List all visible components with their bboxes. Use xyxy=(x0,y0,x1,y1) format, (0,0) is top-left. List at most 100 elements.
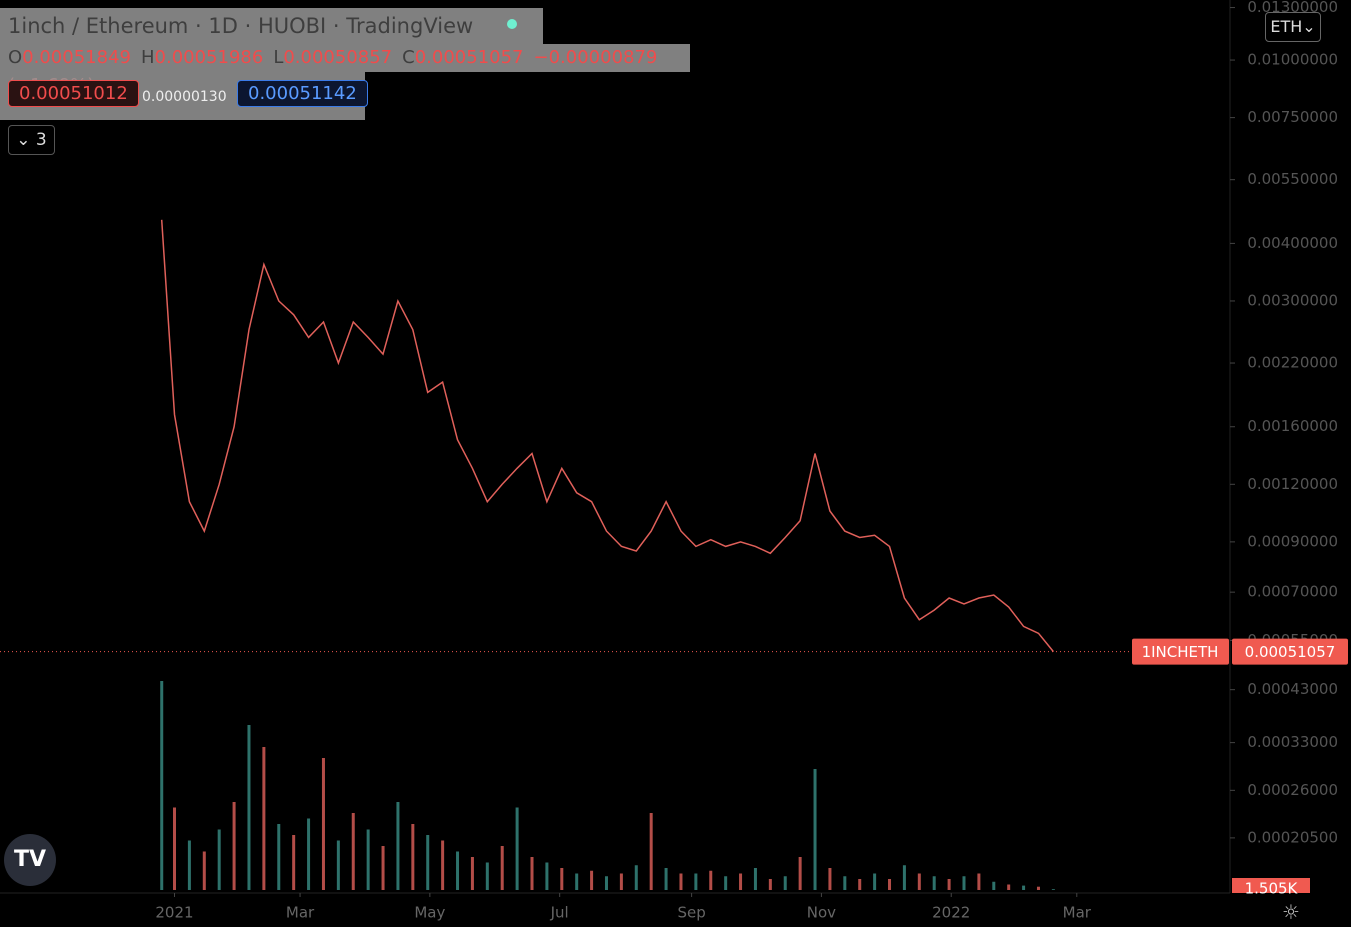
volume-bar xyxy=(888,879,892,890)
volume-bar xyxy=(500,846,504,890)
volume-bar xyxy=(813,769,817,890)
volume-bar xyxy=(1022,885,1026,890)
y-tick-label: 0.00300000 xyxy=(1247,291,1338,309)
volume-bar xyxy=(634,865,638,890)
volume-bar xyxy=(366,829,370,890)
y-tick-label: 0.00160000 xyxy=(1247,417,1338,435)
volume-bar xyxy=(441,840,445,890)
ohlc-value: 0.00051986 xyxy=(154,47,264,68)
volume-bar xyxy=(217,829,221,890)
volume-bar xyxy=(1007,884,1011,890)
volume-bar xyxy=(381,846,385,890)
volume-bar xyxy=(783,876,787,890)
spread: 0.00000130 xyxy=(142,89,227,105)
status-dot xyxy=(507,19,517,29)
volume-bar xyxy=(798,857,802,890)
volume-bar xyxy=(456,851,460,890)
volume-bar xyxy=(426,835,430,890)
y-tick-label: 0.00090000 xyxy=(1247,532,1338,550)
settings[interactable]: ☼ xyxy=(1282,900,1300,924)
indicator-toggle[interactable]: ⌄ 3 xyxy=(8,125,55,155)
volume-bar xyxy=(336,840,340,890)
logo[interactable]: TV xyxy=(4,834,56,886)
ohlc-key: L xyxy=(273,47,284,68)
ohlc-row: O0.00051849 H0.00051986 L0.00050857 C0.0005… xyxy=(0,44,690,96)
x-tick-label: Jul xyxy=(550,904,569,922)
y-tick-label: 0.00070000 xyxy=(1247,583,1338,601)
volume-bar xyxy=(858,879,862,890)
indicator-count: 3 xyxy=(35,130,47,150)
y-tick-label: 0.00550000 xyxy=(1247,170,1338,188)
title-bar: 1inch / Ethereum · 1D · HUOBI · TradingV… xyxy=(0,8,543,44)
x-tick-label: Mar xyxy=(286,904,315,922)
volume-bar xyxy=(947,879,951,890)
volume-bar xyxy=(932,876,936,890)
y-tick-label: 0.00750000 xyxy=(1247,108,1338,126)
volume-bar xyxy=(962,876,966,890)
x-tick-label: Mar xyxy=(1063,904,1092,922)
volume-bar xyxy=(187,840,191,890)
volume-bar xyxy=(1036,886,1040,890)
ohlc-key: C xyxy=(402,47,415,68)
x-tick-label: Sep xyxy=(677,904,705,922)
y-tick-label: 0.00220000 xyxy=(1247,354,1338,372)
volume-bar xyxy=(649,813,653,890)
ask[interactable]: 0.00051142 xyxy=(237,80,368,107)
volume-bar xyxy=(351,813,355,890)
volume-bar xyxy=(232,802,236,890)
volume-bar xyxy=(590,870,594,890)
currency: ETH xyxy=(1270,17,1303,36)
volume-bar xyxy=(160,681,164,890)
price-label: 0.00051057 xyxy=(1245,643,1336,661)
ohlc-value: 0.00051057 xyxy=(414,47,524,68)
volume-bar xyxy=(560,868,564,890)
volume-bar xyxy=(917,873,921,890)
volume-bar xyxy=(396,802,400,890)
volume-bar xyxy=(515,807,519,890)
symbol-label: 1INCHETH xyxy=(1142,643,1219,661)
ohlc-value: 0.00050857 xyxy=(283,47,393,68)
symbol-tag xyxy=(1132,638,1229,665)
volume-bar xyxy=(604,876,608,890)
y-tick-label: 0.00120000 xyxy=(1247,475,1338,493)
volume-bar xyxy=(709,870,713,890)
volume-bar xyxy=(724,876,728,890)
volume-bar xyxy=(619,873,623,890)
price-line xyxy=(160,219,1054,653)
x-tick-label: 2022 xyxy=(932,904,970,922)
volume-bar xyxy=(1051,889,1055,890)
volume-bar xyxy=(977,873,981,890)
volume-bar xyxy=(843,876,847,890)
volume-bar xyxy=(694,873,698,890)
quote-row: 0.00051012 0.00000130 0.00051142 xyxy=(0,72,368,120)
volume-bar xyxy=(873,873,877,890)
x-tick-label: 2021 xyxy=(155,904,193,922)
volume-bar xyxy=(321,758,325,890)
y-tick-label: 0.00043000 xyxy=(1247,680,1338,698)
volume-bar xyxy=(575,873,579,890)
y-tick-label: 0.00400000 xyxy=(1247,234,1338,252)
y-tick-label: 0.01000000 xyxy=(1247,51,1338,69)
volume-bar xyxy=(739,873,743,890)
y-tick-label: 0.00020500 xyxy=(1247,828,1338,846)
volume-bar xyxy=(307,818,311,890)
volume-bar xyxy=(277,824,281,890)
price-tag xyxy=(1232,638,1348,665)
volume-bar xyxy=(828,868,832,890)
currency-button[interactable]: ETH⌄ xyxy=(1265,12,1321,42)
volume-tag xyxy=(1232,878,1310,893)
volume-bar xyxy=(753,868,757,890)
title: 1inch / Ethereum · 1D · HUOBI · TradingV… xyxy=(8,14,474,38)
x-tick-label: May xyxy=(414,904,445,922)
volume-bar xyxy=(172,807,176,890)
volume-bar xyxy=(992,881,996,890)
volume-bar xyxy=(411,824,415,890)
volume-bar xyxy=(292,835,296,890)
bid[interactable]: 0.00051012 xyxy=(8,80,139,107)
y-tick-label: 0.00033000 xyxy=(1247,733,1338,751)
volume-bar xyxy=(768,879,772,890)
volume-bar xyxy=(202,851,206,890)
volume-bar xyxy=(485,862,489,890)
